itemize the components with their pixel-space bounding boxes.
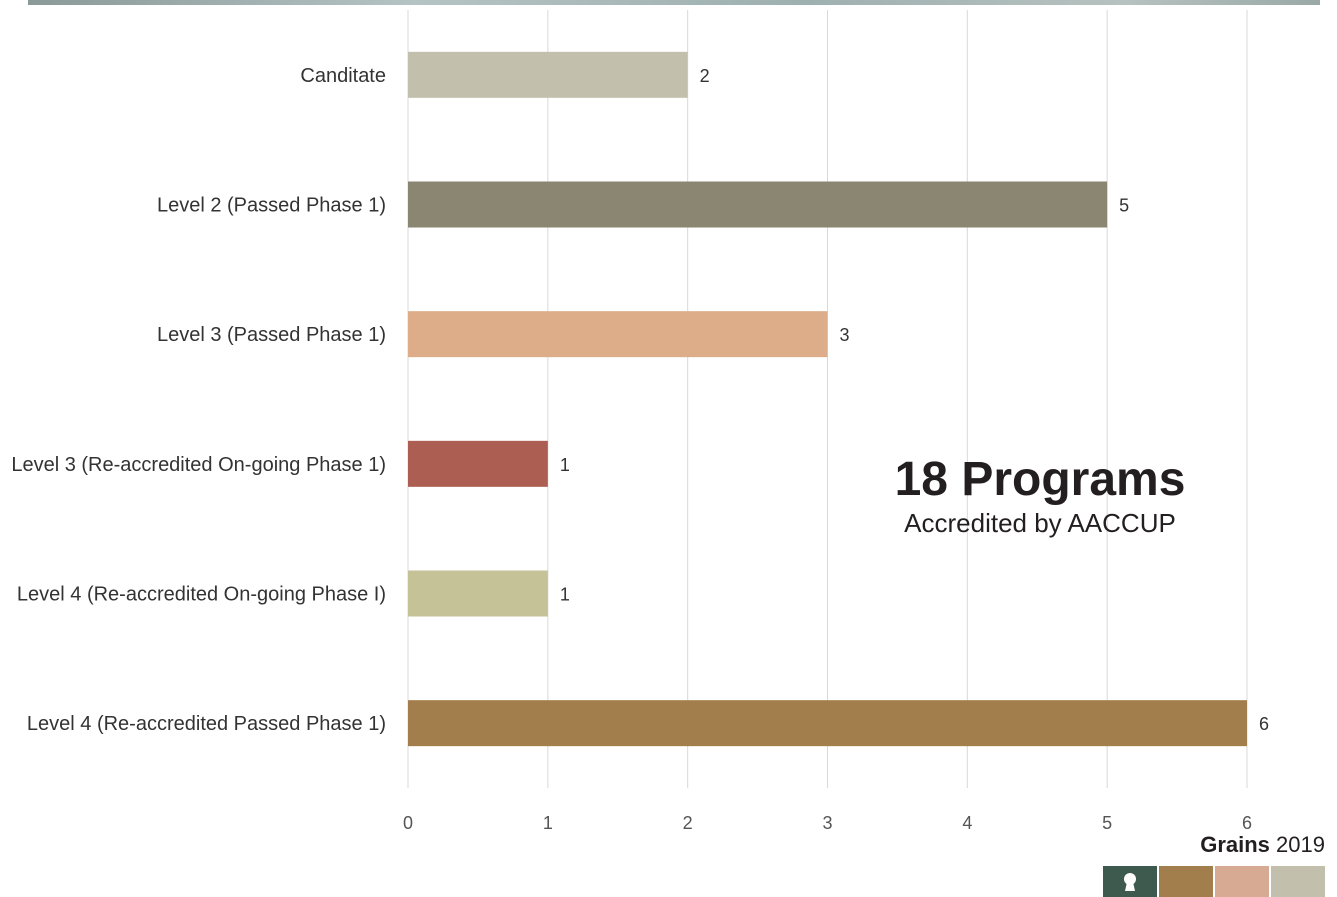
x-axis-tick-labels: 0 1 2 3 4 5 6 [403, 813, 1252, 833]
value-labels: 2 5 3 1 1 6 [560, 66, 1269, 734]
category-label: Canditate [300, 65, 386, 87]
x-tick-label: 0 [403, 813, 413, 833]
brand-swatch [1271, 866, 1325, 897]
grid-lines [407, 10, 1248, 788]
data-label: 6 [1259, 714, 1269, 734]
summary-title: 18 Programs [894, 453, 1186, 506]
brand-swatch [1159, 866, 1213, 897]
x-tick-label: 5 [1102, 813, 1112, 833]
data-label: 2 [700, 66, 710, 86]
category-labels: Canditate Level 2 (Passed Phase 1) Level 3… [11, 65, 386, 735]
category-label: Level 2 (Passed Phase 1) [157, 195, 386, 217]
category-label: Level 3 (Passed Phase 1) [157, 324, 386, 346]
data-label: 5 [1119, 196, 1129, 216]
bar [408, 311, 828, 358]
brand-color-strip [1103, 866, 1325, 897]
summary-subtitle: Accredited by AACCUP [904, 508, 1176, 538]
brand-swatch [1215, 866, 1269, 897]
keyhole-icon [1124, 873, 1136, 891]
bar [408, 181, 1108, 228]
x-tick-label: 2 [683, 813, 693, 833]
brand-year: 2019 [1276, 832, 1325, 857]
bar [408, 51, 688, 98]
bar [408, 570, 548, 617]
x-tick-label: 4 [962, 813, 972, 833]
data-label: 1 [560, 455, 570, 475]
x-tick-label: 1 [543, 813, 553, 833]
x-tick-label: 6 [1242, 813, 1252, 833]
top-decorative-band [28, 0, 1320, 5]
data-label: 1 [560, 585, 570, 605]
bars [408, 51, 1247, 747]
brand-swatch [1103, 866, 1157, 897]
bar [408, 700, 1247, 747]
brand-wordmark: Grains 2019 [1200, 832, 1325, 858]
brand-name: Grains [1200, 832, 1270, 857]
category-label: Level 4 (Re-accredited On-going Phase I) [17, 584, 386, 606]
bar [408, 440, 548, 487]
category-label: Level 4 (Re-accredited Passed Phase 1) [27, 713, 386, 735]
summary-callout: 18 Programs Accredited by AACCUP [880, 452, 1200, 538]
category-label: Level 3 (Re-accredited On-going Phase 1) [11, 454, 386, 476]
x-tick-label: 3 [822, 813, 832, 833]
data-label: 3 [840, 325, 850, 345]
